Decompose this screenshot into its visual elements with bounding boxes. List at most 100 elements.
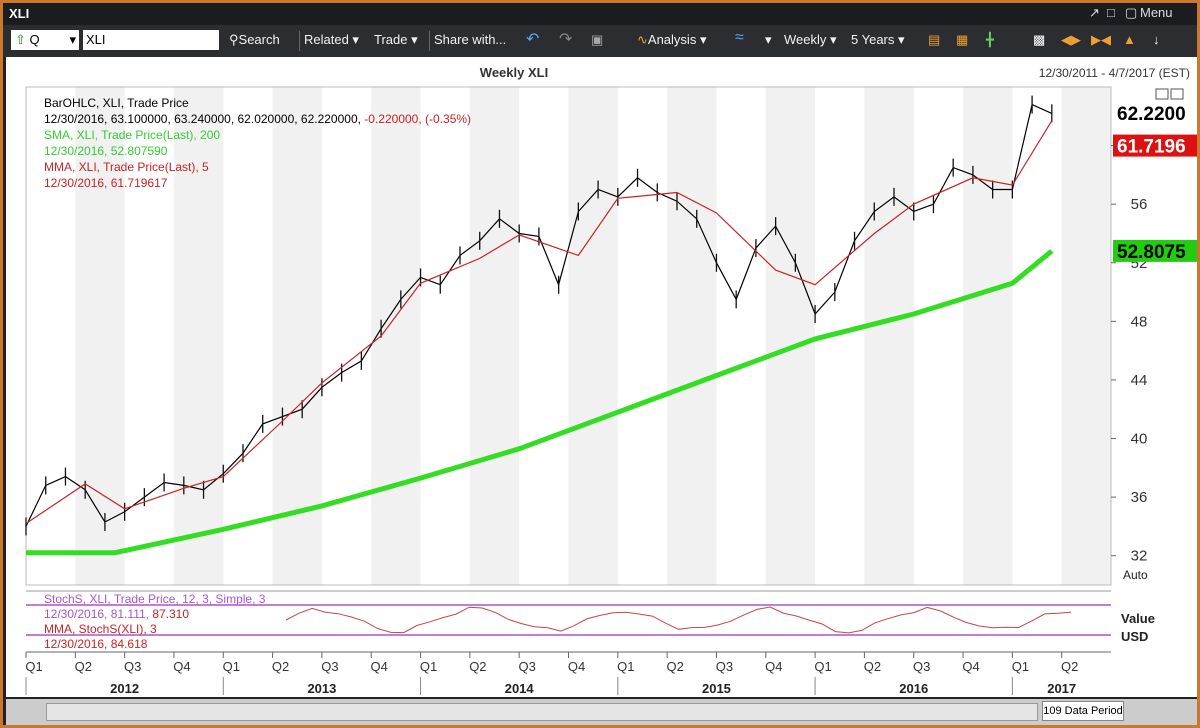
x-year-label: 2014	[505, 681, 535, 696]
quote-type-label: Q	[29, 32, 40, 47]
share-menu[interactable]: Share with...	[434, 32, 507, 47]
x-quarter-label: Q1	[617, 659, 634, 674]
search-label: Search	[238, 32, 280, 47]
analysis-menu[interactable]: ∿Analysis ▾	[637, 32, 707, 47]
search-icon: ⚲	[229, 32, 239, 47]
year-bands	[75, 87, 1111, 585]
x-quarter-label: Q3	[321, 659, 338, 674]
chart-area: Weekly XLI 12/30/2011 - 4/7/2017 (EST) 3…	[6, 57, 1197, 697]
x-quarter-label: Q1	[25, 659, 42, 674]
data-period-button[interactable]: 109 Data Period	[1042, 701, 1124, 721]
more-icon[interactable]: ↓	[1153, 32, 1160, 47]
y-tick-label: 40	[1131, 431, 1148, 448]
quote-type-select[interactable]: ⇧ Q ▾	[11, 30, 79, 50]
date-range: 12/30/2011 - 4/7/2017 (EST)	[1039, 66, 1190, 80]
scroll-left-right-icon[interactable]: ◀▶	[1061, 32, 1081, 47]
legend-entry: 12/30/2016, 61.719617	[44, 176, 168, 190]
chart-scrollbar[interactable]: 109 Data Period	[6, 699, 1197, 725]
x-quarter-label: Q1	[223, 659, 240, 674]
lower-legend-entry: 12/30/2016, 84.618	[44, 637, 148, 651]
window-title: XLI	[9, 6, 30, 21]
x-quarter-label: Q2	[1061, 659, 1078, 674]
series-line-2	[25, 120, 1053, 524]
related-menu[interactable]: Related ▾	[304, 32, 359, 47]
candle-icon[interactable]: ▦	[956, 32, 969, 47]
price-chart[interactable]: Weekly XLI 12/30/2011 - 4/7/2017 (EST) 3…	[6, 57, 1197, 697]
lower-legend-entry: MMA, StochS(XLI), 3	[44, 622, 157, 636]
series-line-1	[26, 249, 1054, 556]
x-quarter-label: Q3	[519, 659, 536, 674]
quarter-band	[469, 87, 520, 585]
x-quarter-label: Q2	[272, 659, 289, 674]
x-year-label: 2016	[899, 681, 928, 696]
chevron-down-icon: ▾	[69, 32, 76, 47]
period-select[interactable]: Weekly ▾	[784, 32, 837, 47]
x-quarter-label: Q4	[765, 659, 782, 674]
x-axis: Q1 Q2 Q3 Q4 Q1 Q2 Q3 Q4 Q1 Q2 Q3 Q4 Q1 Q2 Q3 Q4 Q1 Q2 Q3 Q4…	[25, 651, 1111, 696]
lower-legend-value: 87.310	[149, 607, 189, 621]
toolbar-divider	[429, 31, 430, 51]
x-quarter-label: Q3	[124, 659, 141, 674]
y-tick-label: 48	[1131, 313, 1148, 330]
auto-scale-button[interactable]: Auto	[1123, 568, 1148, 582]
y-tick-label: 44	[1131, 372, 1148, 389]
x-year-label: 2012	[110, 681, 139, 696]
x-quarter-label: Q4	[371, 659, 388, 674]
price-labels: 62.2200 61.7196 52.8075 Auto	[1113, 88, 1197, 582]
quarter-band	[272, 87, 322, 585]
x-year-label: 2015	[702, 681, 731, 696]
trade-menu[interactable]: Trade ▾	[374, 32, 418, 47]
last-price-label-bg	[1113, 102, 1197, 125]
x-year-label: 2017	[1047, 681, 1076, 696]
legend-entry: 12/30/2016, 63.100000, 63.240000, 62.020…	[44, 112, 471, 126]
chevron-down-icon[interactable]: ▾	[765, 32, 772, 47]
range-label: 5 Years	[851, 32, 895, 47]
legend-entry: BarOHLC, XLI, Trade Price	[44, 96, 189, 110]
redo-icon[interactable]: ↷	[559, 31, 573, 48]
grid-lines	[25, 86, 1112, 586]
mma-price-label: 61.7196	[1117, 137, 1186, 158]
undo-icon[interactable]: ↶	[526, 31, 540, 48]
quarter-band	[173, 87, 224, 585]
scroll-thumb[interactable]	[46, 703, 1038, 721]
legend-entry: 12/30/2016, 52.807590	[44, 144, 168, 158]
quarter-band	[864, 87, 914, 585]
trade-label: Trade	[374, 32, 408, 47]
x-quarter-label: Q4	[962, 659, 979, 674]
pin-icon[interactable]: ↗	[1089, 5, 1100, 20]
search-button[interactable]: ⚲Search	[229, 32, 280, 48]
analysis-icon: ∿	[637, 32, 648, 47]
zoom-icon[interactable]: ▶◀	[1091, 32, 1111, 47]
x-quarter-label: Q1	[814, 659, 831, 674]
toolbar: ⇧ Q ▾ XLI ⚲Search Related ▾ Trade ▾ Shar…	[3, 25, 1197, 57]
y-tick-label: 36	[1131, 489, 1148, 506]
legend-entry: SMA, XLI, Trade Price(Last), 200	[44, 128, 220, 142]
up-down-icon[interactable]: ▲	[1123, 32, 1136, 47]
lower-axis-label: USD	[1121, 629, 1148, 644]
x-quarter-label: Q4	[173, 659, 190, 674]
wave-icon[interactable]: ≈	[735, 29, 744, 46]
layout-icon[interactable]: ▩	[1033, 32, 1046, 47]
lower-legend-entry: StochS, XLI, Trade Price, 12, 3, Simple,…	[44, 592, 266, 606]
x-quarter-label: Q2	[666, 659, 683, 674]
crosshair-icon[interactable]: ╋	[986, 32, 994, 47]
quarter-band	[667, 87, 717, 585]
y-axis: 3236404448525660Price	[1111, 108, 1147, 565]
title-bar: XLI ↗ □ ▢ Menu	[3, 3, 1197, 25]
range-select[interactable]: 5 Years ▾	[851, 32, 905, 47]
quarter-band	[765, 87, 816, 585]
menu-button[interactable]: Menu	[1140, 5, 1173, 20]
series-layer	[25, 95, 1054, 556]
legend-entry: MMA, XLI, Trade Price(Last), 5	[44, 160, 209, 174]
symbol-input[interactable]: XLI	[83, 30, 219, 50]
period-label: Weekly	[784, 32, 827, 47]
window-icon[interactable]: ▢	[1125, 5, 1138, 20]
up-arrow-icon: ⇧	[15, 32, 26, 47]
folder-icon[interactable]: ▣	[591, 32, 604, 47]
panel-close-icon	[1170, 88, 1184, 100]
chart-type-icon[interactable]: ▤	[928, 32, 941, 47]
y-tick-label: 32	[1131, 548, 1148, 565]
x-quarter-label: Q2	[864, 659, 881, 674]
restore-icon[interactable]: □	[1107, 5, 1115, 20]
